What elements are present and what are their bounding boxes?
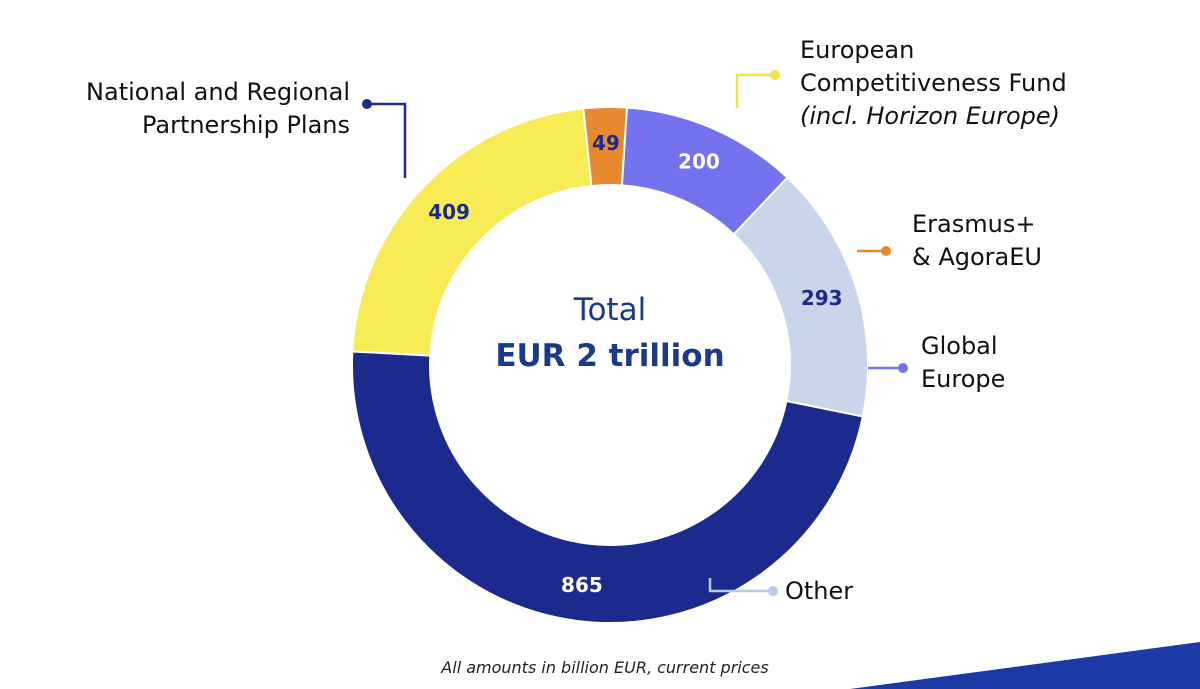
slice-value-label-1: 49 [592, 131, 620, 155]
callout-national-line-1: National and Regional [86, 78, 350, 106]
slice-value-labels: 409 49 200 293 865 [428, 131, 842, 597]
footnote: All amounts in billion EUR, current pric… [441, 658, 769, 677]
callout-erasmus-line-2: & AgoraEU [912, 243, 1042, 271]
slice-value-label-0: 409 [428, 200, 470, 224]
corner-band [850, 642, 1200, 689]
callout-national-regional-partnership-plans: National and Regional Partnership Plans [86, 76, 350, 142]
callout-ecf-line-3: (incl. Horizon Europe) [800, 102, 1061, 130]
callout-european-competitiveness-fund: European Competitiveness Fund (incl. Hor… [800, 34, 1067, 133]
callout-global-europe: Global Europe [921, 330, 1005, 396]
callout-leader-lines [362, 70, 908, 596]
leader-line-other [708, 578, 773, 593]
callout-ecf-line-1: European [800, 36, 915, 64]
callout-other-line-1: Other [785, 577, 854, 605]
leader-line-national [367, 102, 407, 178]
callout-global-line-2: Europe [921, 365, 1006, 393]
center-total-value: EUR 2 trillion [495, 338, 725, 374]
leader-dot-global [898, 363, 908, 373]
callout-global-line-1: Global [921, 332, 998, 360]
center-total-title: Total [573, 292, 647, 328]
leader-dot-national [362, 99, 372, 109]
callout-ecf-line-2: Competitiveness Fund [800, 69, 1067, 97]
slice-value-label-3: 293 [801, 286, 843, 310]
donut-slices [351, 106, 869, 624]
callout-erasmus-agoraeu: Erasmus+ & AgoraEU [912, 208, 1042, 274]
leader-dot-ecf [770, 70, 780, 80]
donut-slice-4 [351, 350, 864, 624]
callout-national-line-2: Partnership Plans [141, 111, 350, 139]
slice-value-label-4: 865 [561, 573, 603, 597]
leader-line-ecf [735, 73, 775, 108]
leader-dot-other [768, 586, 778, 596]
leader-dot-erasmus [881, 246, 891, 256]
callout-erasmus-line-1: Erasmus+ [912, 210, 1036, 238]
donut-slice-0 [351, 107, 593, 357]
callout-other: Other [785, 575, 853, 608]
slice-value-label-2: 200 [678, 150, 720, 174]
